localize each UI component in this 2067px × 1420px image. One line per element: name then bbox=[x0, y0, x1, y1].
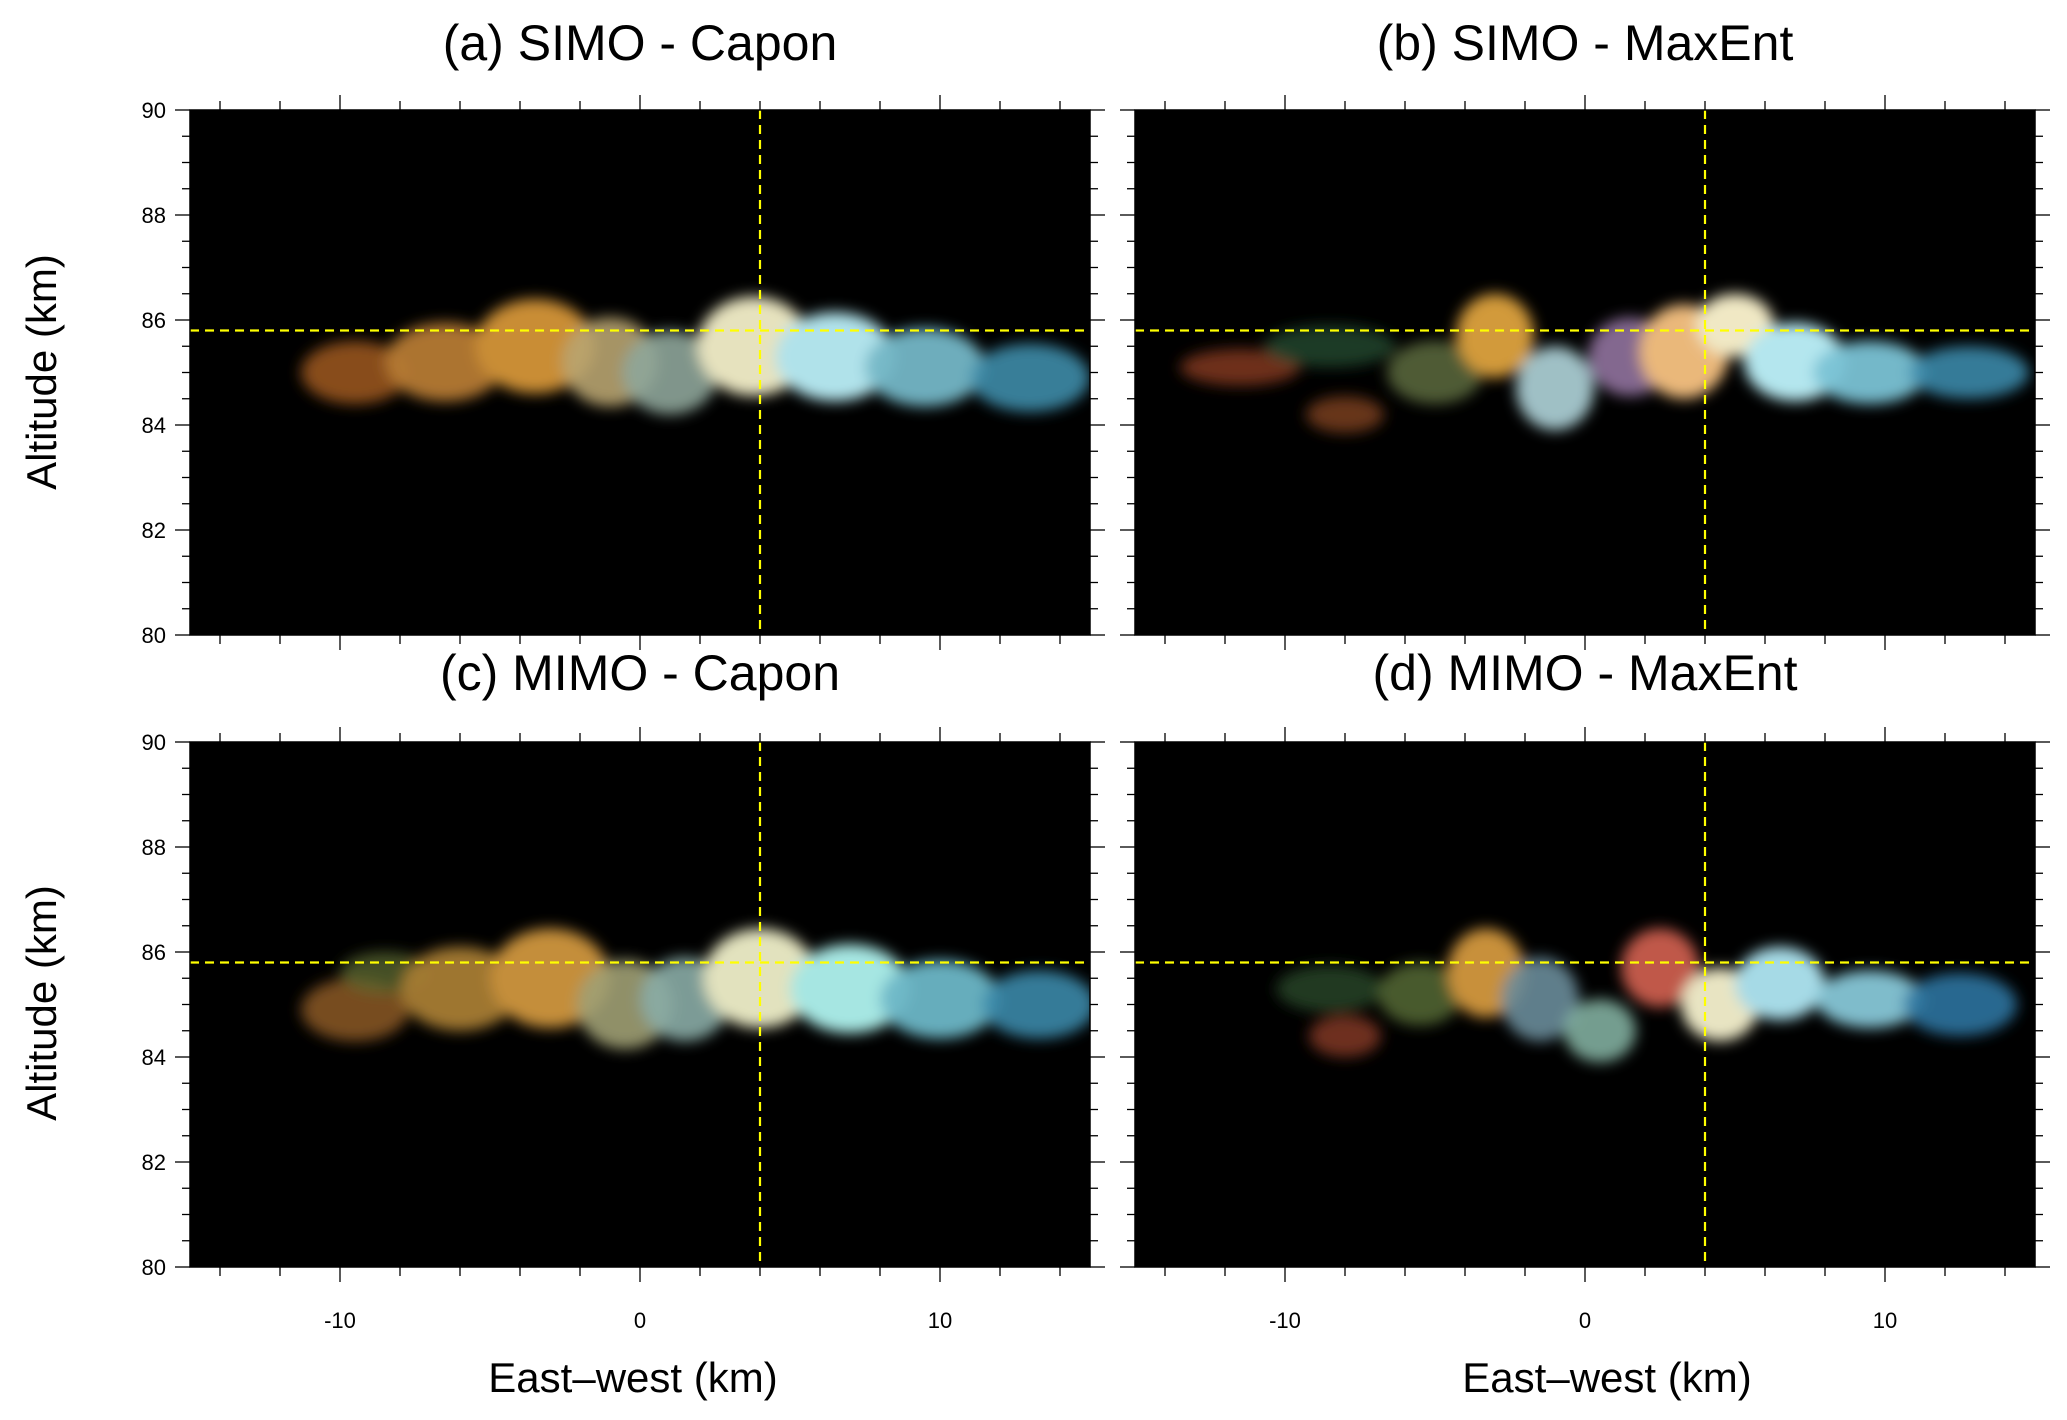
intensity-blob bbox=[880, 959, 1000, 1039]
y-tick-label: 82 bbox=[142, 518, 166, 543]
y-tick-label: 90 bbox=[142, 98, 166, 123]
x-axis-label-left: East–west (km) bbox=[488, 1354, 777, 1401]
intensity-image-c bbox=[301, 928, 1090, 1050]
intensity-image-b bbox=[1180, 293, 2029, 433]
intensity-blob bbox=[1516, 346, 1594, 431]
y-tick-label: 88 bbox=[142, 835, 166, 860]
x-tick-label: 10 bbox=[1873, 1308, 1897, 1333]
y-tick-label: 80 bbox=[142, 1255, 166, 1280]
y-tick-label: 82 bbox=[142, 1150, 166, 1175]
panel-b: (b) SIMO - MaxEnt bbox=[1120, 15, 2050, 650]
intensity-blob bbox=[301, 341, 409, 404]
x-tick-label: 10 bbox=[928, 1308, 952, 1333]
panel-a: (a) SIMO - Capon 80 82 84 86 88 90 bbox=[142, 15, 1105, 650]
intensity-blob bbox=[1501, 957, 1579, 1042]
intensity-blob bbox=[1909, 346, 2029, 399]
intensity-blob bbox=[790, 944, 910, 1034]
intensity-blob bbox=[1180, 348, 1300, 386]
panel-title-a: (a) SIMO - Capon bbox=[443, 15, 838, 71]
panel-title-d: (d) MIMO - MaxEnt bbox=[1372, 645, 1797, 701]
intensity-blob bbox=[385, 322, 505, 402]
y-tick-label: 90 bbox=[142, 730, 166, 755]
y-tick-label: 88 bbox=[142, 203, 166, 228]
intensity-blob bbox=[1306, 396, 1384, 433]
intensity-blob bbox=[301, 978, 409, 1042]
panel-c: (c) MIMO - Capon 80 82 84 86 88 90 -10 0 10 bbox=[142, 645, 1105, 1333]
y-tick-label: 80 bbox=[142, 623, 166, 648]
y-tick-label: 84 bbox=[142, 413, 166, 438]
intensity-blob bbox=[865, 327, 985, 407]
panel-title-c: (c) MIMO - Capon bbox=[440, 645, 840, 701]
intensity-blob bbox=[1813, 341, 1927, 404]
intensity-blob bbox=[1816, 970, 1924, 1029]
intensity-blob bbox=[400, 946, 520, 1031]
x-tick-label: 0 bbox=[634, 1308, 646, 1333]
intensity-blob bbox=[1735, 946, 1825, 1021]
y-tick-label: 84 bbox=[142, 1045, 166, 1070]
intensity-blob bbox=[1564, 999, 1636, 1063]
intensity-blob bbox=[775, 312, 895, 402]
x-axis-label-right: East–west (km) bbox=[1462, 1354, 1751, 1401]
intensity-blob bbox=[1903, 973, 2017, 1036]
plot-frame bbox=[189, 109, 1091, 636]
intensity-blob bbox=[982, 970, 1090, 1039]
plot-frame bbox=[1134, 109, 2036, 636]
x-tick-label: 0 bbox=[1579, 1308, 1591, 1333]
intensity-blob bbox=[1378, 962, 1462, 1026]
intensity-image-d bbox=[1276, 928, 2017, 1063]
intensity-blob bbox=[622, 330, 718, 415]
plot-frame bbox=[189, 741, 1091, 1268]
panel-title-b: (b) SIMO - MaxEnt bbox=[1377, 15, 1794, 71]
intensity-blob bbox=[1309, 1015, 1381, 1057]
intensity-blob bbox=[970, 343, 1090, 412]
y-tick-label: 86 bbox=[142, 308, 166, 333]
intensity-image-a bbox=[301, 296, 1090, 415]
y-tick-label: 86 bbox=[142, 940, 166, 965]
intensity-blob bbox=[1387, 341, 1483, 404]
intensity-blob bbox=[1456, 293, 1534, 378]
x-tick-label: -10 bbox=[1269, 1308, 1301, 1333]
intensity-blob bbox=[1276, 965, 1384, 1013]
intensity-blob bbox=[703, 928, 817, 1029]
intensity-blob bbox=[1264, 325, 1396, 368]
plot-frame bbox=[1134, 741, 2036, 1268]
y-axis-label-top: Altitude (km) bbox=[18, 254, 65, 490]
y-axis-label-bottom: Altitude (km) bbox=[18, 885, 65, 1121]
x-tick-label: -10 bbox=[324, 1308, 356, 1333]
intensity-blob bbox=[1621, 928, 1699, 1008]
panel-d: (d) MIMO - MaxEnt -10 0 10 bbox=[1120, 645, 2050, 1333]
